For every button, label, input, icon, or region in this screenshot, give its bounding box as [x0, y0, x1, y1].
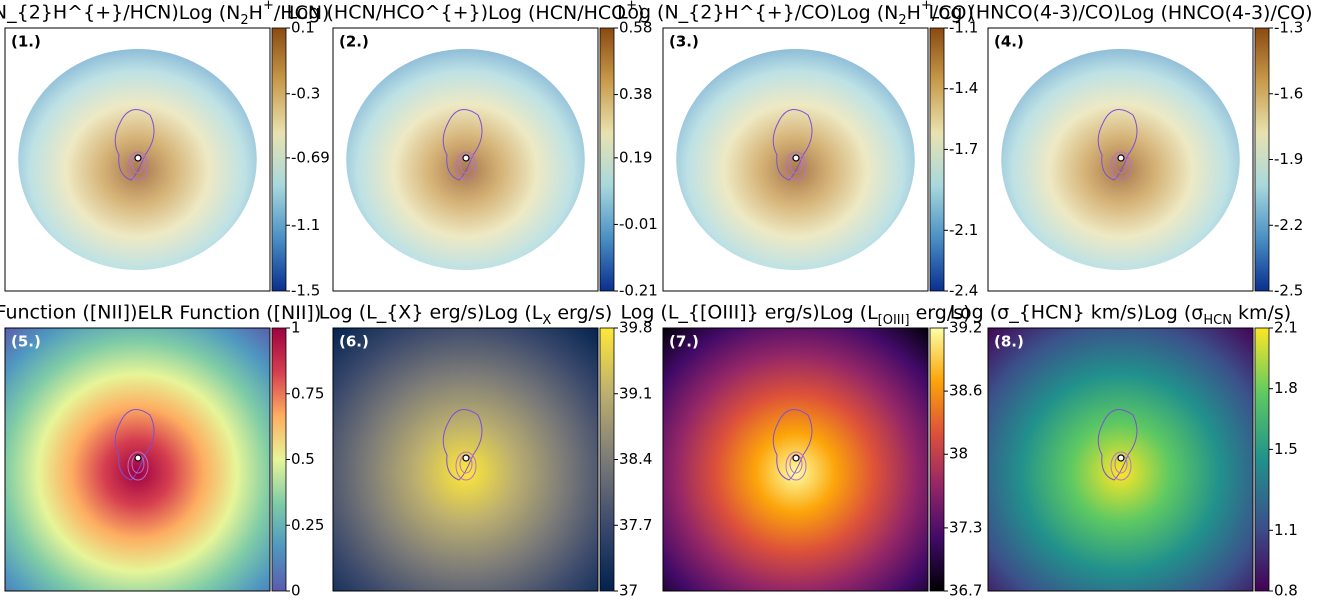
colorbar-tick-label: 1.8: [1274, 379, 1298, 397]
panel-label: (3.): [669, 33, 699, 51]
nucleus-marker: [134, 454, 142, 462]
colorbar-tick-label: -0.69: [291, 148, 330, 166]
colorbar-tick-label: -1.1: [949, 19, 978, 37]
nucleus-marker: [462, 454, 470, 462]
contour: [1097, 109, 1138, 181]
contour: [114, 409, 155, 481]
colorbar-tick-label: -1.5: [291, 282, 320, 300]
nucleus-marker: [792, 154, 800, 162]
panel-title: Log (σ_{HCN} km/s)Log (σHCN km/s): [950, 302, 1291, 329]
contour: [1097, 409, 1138, 481]
colorbar-tick-label: 0.8: [1274, 582, 1298, 600]
panel-title: Log (HCN/HCO^{+})Log (HCN/HCO+): [287, 0, 645, 24]
colorbar-tick-label: 39.2: [949, 319, 982, 337]
colorbar-tick-label: -2.1: [949, 221, 978, 239]
map-frame: [332, 27, 599, 292]
map-frame: [987, 327, 1254, 592]
map-frame: [662, 27, 929, 292]
panel-label: (8.): [994, 333, 1024, 351]
colorbar-tick-label: 39.1: [619, 384, 652, 402]
colorbar: [929, 327, 945, 592]
colorbar-tick-label: 38.6: [949, 382, 982, 400]
panel-title: Log (N_{2}H^{+}/HCN)Log (N2H+/HCN): [0, 0, 329, 28]
panel-title: ELR Function ([NII])ELR Function ([NII]): [0, 302, 321, 324]
colorbar: [599, 327, 615, 592]
colorbar-tick-label: -1.9: [1274, 150, 1303, 168]
nucleus-marker: [462, 154, 470, 162]
colorbar-tick-label: -0.01: [619, 215, 658, 233]
colorbar: [271, 327, 287, 592]
colorbar-tick-label: 0.5: [291, 450, 315, 468]
nucleus-marker: [792, 454, 800, 462]
panel-title: Log (N_{2}H^{+}/CO)Log (N2H+/CO): [617, 0, 974, 28]
contour: [785, 151, 807, 181]
colorbar-tick-label: -1.7: [949, 140, 978, 158]
colorbar: [599, 27, 615, 292]
colorbar-tick-label: 0.75: [291, 384, 324, 402]
panel-label: (4.): [994, 33, 1024, 51]
colorbar-tick-label: 36.7: [949, 582, 982, 600]
nucleus-marker: [1117, 154, 1125, 162]
contour: [442, 109, 483, 181]
colorbar-tick-label: 1.5: [1274, 440, 1298, 458]
colorbar-tick-label: 2.1: [1274, 319, 1298, 337]
colorbar-tick-label: -1.1: [291, 216, 320, 234]
colorbar-tick-label: -1.3: [1274, 19, 1303, 37]
colorbar-tick-label: 38: [949, 445, 968, 463]
contour: [772, 409, 813, 481]
contour: [785, 451, 807, 481]
colorbar: [1254, 327, 1270, 592]
map-frame: [4, 27, 271, 292]
contour: [114, 109, 155, 181]
map-frame: [987, 27, 1254, 292]
colorbar-tick-label: 0.19: [619, 148, 652, 166]
contour: [1110, 451, 1132, 481]
colorbar-tick-label: 0.38: [619, 85, 652, 103]
colorbar-tick-label: 1: [291, 319, 301, 337]
contour: [127, 451, 149, 481]
map-frame: [662, 327, 929, 592]
map-frame: [4, 327, 271, 592]
colorbar-tick-label: 0: [291, 582, 301, 600]
colorbar: [1254, 27, 1270, 292]
contour: [455, 451, 477, 481]
panel-title: Log (L_{[OIII]} erg/s)Log (L[OIII] erg/s…: [620, 302, 970, 329]
colorbar-tick-label: -2.2: [1274, 216, 1303, 234]
panel-label: (2.): [339, 33, 369, 51]
colorbar-tick-label: -0.21: [619, 282, 658, 300]
nucleus-marker: [1117, 454, 1125, 462]
panel-label: (6.): [339, 333, 369, 351]
colorbar: [929, 27, 945, 292]
contour: [127, 151, 149, 181]
colorbar-tick-label: 39.8: [619, 319, 652, 337]
panel-label: (7.): [669, 333, 699, 351]
colorbar-tick-label: -2.4: [949, 282, 978, 300]
panel-label: (5.): [11, 333, 41, 351]
colorbar-tick-label: 38.4: [619, 450, 652, 468]
colorbar-tick-label: -2.5: [1274, 282, 1303, 300]
colorbar-tick-label: 0.25: [291, 516, 324, 534]
contour: [1110, 151, 1132, 181]
contour: [772, 109, 813, 181]
colorbar-tick-label: 0.1: [291, 19, 315, 37]
colorbar-tick-label: -1.6: [1274, 84, 1303, 102]
colorbar-tick-label: 37.7: [619, 516, 652, 534]
colorbar: [271, 27, 287, 292]
colorbar-tick-label: 1.1: [1274, 521, 1298, 539]
map-frame: [332, 327, 599, 592]
contour: [442, 409, 483, 481]
nucleus-marker: [134, 154, 142, 162]
colorbar-tick-label: -0.3: [291, 84, 320, 102]
colorbar-tick-label: 37: [619, 582, 638, 600]
panel-label: (1.): [11, 33, 41, 51]
contour: [455, 151, 477, 181]
panel-title: Log (L_{X} erg/s)Log (LX erg/s): [319, 302, 613, 329]
colorbar-tick-label: -1.4: [949, 79, 978, 97]
colorbar-tick-label: 37.3: [949, 518, 982, 536]
colorbar-tick-label: 0.58: [619, 19, 652, 37]
panel-title: Log (HNCO(4-3)/CO)Log (HNCO(4-3)/CO): [928, 2, 1312, 24]
